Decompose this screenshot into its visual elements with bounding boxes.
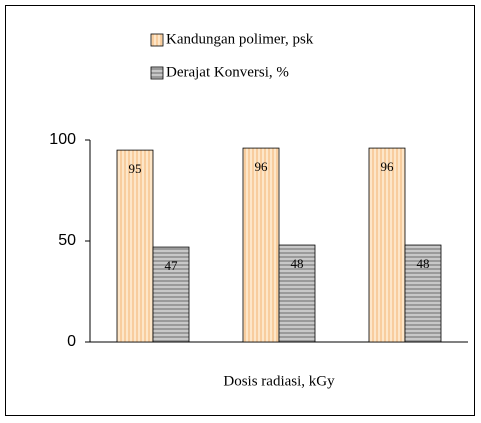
- legend-swatch: [150, 66, 164, 80]
- y-tick-label: 100: [49, 131, 76, 148]
- bar: [116, 149, 154, 343]
- data-label: 47: [165, 258, 179, 273]
- x-axis-label: Dosis radiasi, kGy: [223, 373, 335, 389]
- legend-box: [147, 18, 338, 93]
- y-tick-label: 0: [67, 333, 76, 350]
- data-label: 95: [129, 161, 142, 176]
- bar: [242, 147, 280, 343]
- legend-label: Kandungan polimer, psk: [166, 31, 314, 47]
- data-label: 96: [255, 159, 269, 174]
- bar: [278, 244, 316, 343]
- legend-swatch: [150, 33, 164, 47]
- bar: [368, 147, 406, 343]
- data-label: 48: [291, 256, 304, 271]
- bar: [404, 244, 442, 343]
- bar: [152, 246, 190, 343]
- y-tick-label: 50: [58, 232, 76, 249]
- legend-label: Derajat Konversi, %: [166, 64, 289, 80]
- data-label: 48: [417, 256, 430, 271]
- data-label: 96: [381, 159, 395, 174]
